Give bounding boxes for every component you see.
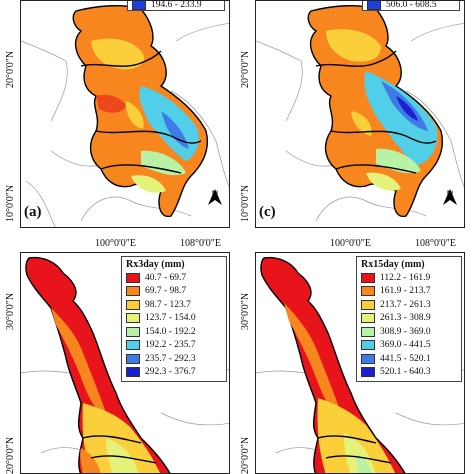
legend-swatch <box>361 299 375 310</box>
legend-item: 112.2 - 161.9 <box>361 271 457 285</box>
legend-swatch <box>126 313 140 324</box>
sub-basin-borders <box>317 435 392 464</box>
legend-item: 369.0 - 441.5 <box>361 339 457 353</box>
legend-range: 235.7 - 292.3 <box>145 353 196 364</box>
legend-range: 40.7 - 69.7 <box>145 272 187 283</box>
lat-label-20n: 20°0'0"N <box>240 436 251 474</box>
legend-range: 261.3 - 308.9 <box>380 313 431 324</box>
north-arrow: N <box>207 189 223 215</box>
sub-basin-borders <box>82 435 157 464</box>
legend-swatch <box>361 286 375 297</box>
legend-range: 161.9 - 213.7 <box>380 286 431 297</box>
legend-range: 308.9 - 369.0 <box>380 326 431 337</box>
legend-c-range: 506.0 - 608.5 <box>386 0 437 10</box>
panel-label: (a) <box>24 204 42 220</box>
legend-range: 112.2 - 161.9 <box>380 272 431 283</box>
legend-range: 123.7 - 154.0 <box>145 313 196 324</box>
legend-item: 261.3 - 308.9 <box>361 312 457 326</box>
legend-range: 69.7 - 98.7 <box>145 286 187 297</box>
legend-item: 98.7 - 123.7 <box>126 298 222 312</box>
legend-item: 123.7 - 154.0 <box>126 312 222 326</box>
lat-label-20n: 20°0'0"N <box>240 50 251 88</box>
legend-title: Rx15day (mm) <box>361 259 425 270</box>
legend-c-swatch <box>367 1 381 10</box>
map-panel-a: 194.6 - 233.9 (a) N <box>20 0 230 228</box>
lon-label-108e: 108°0'0"E <box>180 238 221 249</box>
lon-label-100e: 100°0'0"E <box>330 238 371 249</box>
legend-a-range: 194.6 - 233.9 <box>151 0 202 10</box>
legend-swatch <box>126 299 140 310</box>
north-arrow-icon <box>208 189 222 205</box>
legend-item: 192.2 - 235.7 <box>126 339 222 353</box>
legend-a-partial: 194.6 - 233.9 <box>127 0 225 12</box>
legend-swatch <box>361 353 375 364</box>
lat-label-20n: 20°0'0"N <box>5 50 16 88</box>
legend-range: 154.0 - 192.2 <box>145 326 196 337</box>
legend-item: 69.7 - 98.7 <box>126 285 222 299</box>
legend-range: 369.0 - 441.5 <box>380 340 431 351</box>
legend-item: 235.7 - 292.3 <box>126 352 222 366</box>
lon-label-100e: 100°0'0"E <box>95 238 136 249</box>
legend-item: 292.3 - 376.7 <box>126 366 222 380</box>
lat-label-30n: 30°0'0"N <box>5 292 16 330</box>
legend-swatch <box>126 353 140 364</box>
country-borders <box>21 22 229 227</box>
legend-range: 98.7 - 123.7 <box>145 299 191 310</box>
legend-a-row: 194.6 - 233.9 <box>128 0 224 12</box>
legend-swatch <box>361 340 375 351</box>
legend-swatch <box>361 272 375 283</box>
north-arrow-icon <box>443 189 457 205</box>
map-panel-d: Rx15day (mm) 112.2 - 161.9 161.9 - 213.7 2… <box>255 252 465 474</box>
legend-swatch <box>126 272 140 283</box>
sub-basin-borders <box>80 50 202 174</box>
legend-d: Rx15day (mm) 112.2 - 161.9 161.9 - 213.7 2… <box>356 256 462 382</box>
legend-swatch <box>126 367 140 378</box>
legend-item: 40.7 - 69.7 <box>126 271 222 285</box>
legend-item: 154.0 - 192.2 <box>126 325 222 339</box>
sub-basin-borders <box>315 50 437 174</box>
map-panel-c: 506.0 - 608.5 (c) N <box>255 0 465 228</box>
lat-label-10n: 10°0'0"N <box>240 184 251 222</box>
legend-item: 308.9 - 369.0 <box>361 325 457 339</box>
legend-c-row: 506.0 - 608.5 <box>363 0 459 12</box>
legend-rows: 112.2 - 161.9 161.9 - 213.7 213.7 - 261.3 2… <box>361 271 457 379</box>
legend-b: Rx3day (mm) 40.7 - 69.7 69.7 - 98.7 98.7 -… <box>121 256 227 382</box>
legend-range: 520.1 - 640.3 <box>380 367 431 378</box>
legend-item: 213.7 - 261.3 <box>361 298 457 312</box>
map-d <box>256 256 464 473</box>
lon-label-108e: 108°0'0"E <box>415 238 456 249</box>
legend-range: 292.3 - 376.7 <box>145 367 196 378</box>
legend-swatch <box>126 340 140 351</box>
legend-range: 213.7 - 261.3 <box>380 299 431 310</box>
legend-item: 520.1 - 640.3 <box>361 366 457 380</box>
legend-swatch <box>361 313 375 324</box>
basin-fill <box>72 5 208 218</box>
legend-swatch <box>361 367 375 378</box>
map-b <box>21 256 229 473</box>
lat-label-30n: 30°0'0"N <box>240 292 251 330</box>
panel-label: (c) <box>259 204 276 220</box>
legend-a-swatch <box>132 1 146 10</box>
legend-item: 161.9 - 213.7 <box>361 285 457 299</box>
map-a <box>21 5 229 227</box>
legend-c-partial: 506.0 - 608.5 <box>362 0 460 12</box>
legend-range: 441.5 - 520.1 <box>380 353 431 364</box>
basin-fill <box>307 5 443 218</box>
legend-range: 192.2 - 235.7 <box>145 340 196 351</box>
map-panel-b: Rx3day (mm) 40.7 - 69.7 69.7 - 98.7 98.7 -… <box>20 252 230 474</box>
lat-label-10n: 10°0'0"N <box>5 184 16 222</box>
legend-swatch <box>126 326 140 337</box>
legend-swatch <box>361 326 375 337</box>
legend-rows: 40.7 - 69.7 69.7 - 98.7 98.7 - 123.7 123.7 … <box>126 271 222 379</box>
lat-label-20n: 20°0'0"N <box>5 436 16 474</box>
map-c <box>256 5 464 222</box>
legend-item: 441.5 - 520.1 <box>361 352 457 366</box>
basin-fill <box>260 256 406 473</box>
north-arrow: N <box>442 189 458 215</box>
legend-swatch <box>126 286 140 297</box>
legend-title: Rx3day (mm) <box>126 259 185 270</box>
